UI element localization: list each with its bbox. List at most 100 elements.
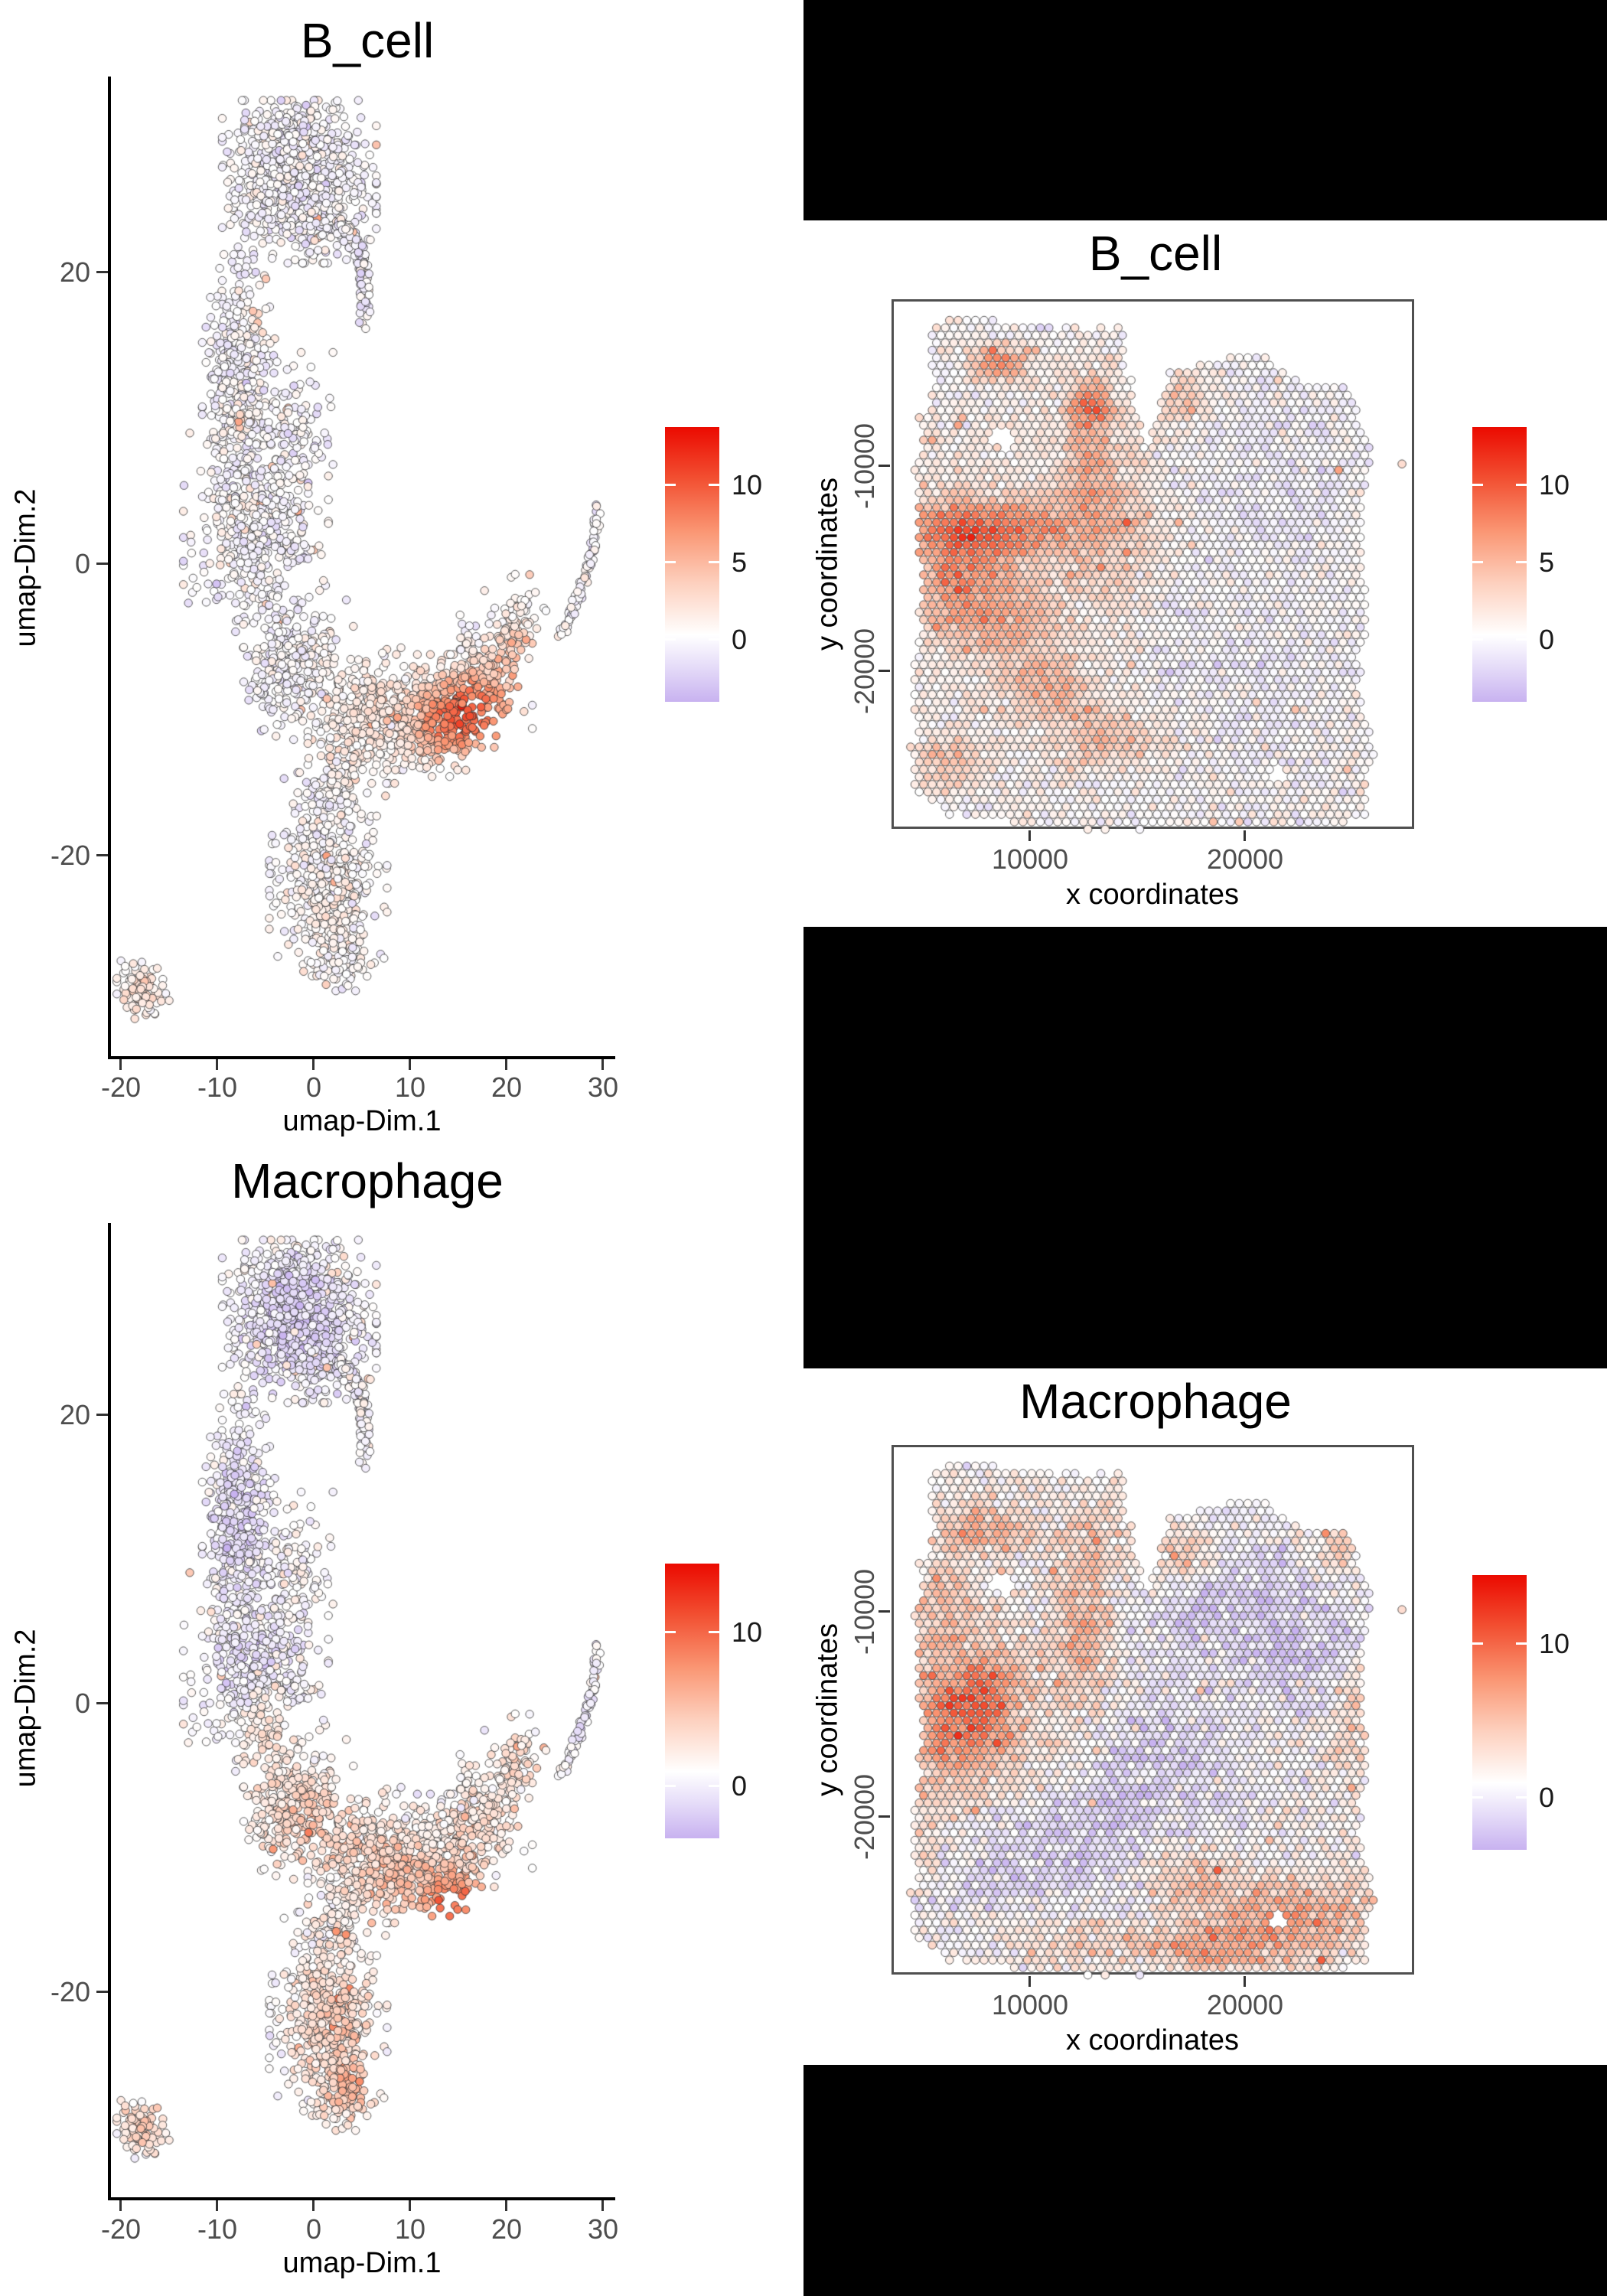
x-tick: [119, 2200, 122, 2211]
x-tick-label: 20000: [1206, 1989, 1284, 2020]
x-tick: [505, 1059, 507, 1070]
x-tick: [505, 2200, 507, 2211]
y-axis-line: [108, 77, 111, 1058]
x-tick-label: -20: [100, 1071, 142, 1103]
y-tick: [96, 271, 108, 273]
x-tick-label: 30: [587, 1071, 619, 1103]
colorbar-label: 0: [1539, 624, 1555, 655]
x-tick-label: -10: [197, 1071, 238, 1103]
colorbar-label: 0: [1539, 1782, 1555, 1813]
x-tick: [1028, 1976, 1031, 1987]
colorbar: [1472, 1575, 1527, 1850]
x-axis-title: umap-Dim.1: [282, 2247, 442, 2279]
colorbar-tick: [1472, 638, 1483, 641]
y-tick-label: 0: [74, 548, 90, 579]
colorbar-tick: [709, 1631, 719, 1633]
plot-title: B_cell: [1088, 226, 1223, 281]
colorbar-tick: [1472, 1642, 1483, 1645]
y-tick-label: -20: [50, 1976, 90, 2007]
plot-title: Macrophage: [231, 1153, 504, 1208]
x-tick: [601, 1059, 604, 1070]
x-axis-title: umap-Dim.1: [282, 1105, 442, 1137]
x-tick: [1244, 830, 1246, 841]
x-tick-label: -10: [197, 2213, 238, 2245]
x-tick-label: 20000: [1206, 843, 1284, 875]
x-tick-label: 10000: [991, 1989, 1069, 2020]
y-tick-label: -20000: [849, 1773, 880, 1861]
colorbar-tick: [665, 1631, 676, 1633]
colorbar-tick: [1516, 484, 1527, 486]
y-tick-label: 20: [59, 256, 90, 288]
x-tick: [312, 2200, 315, 2211]
y-tick-label: 20: [59, 1399, 90, 1430]
x-tick: [1028, 830, 1031, 841]
colorbar: [665, 1564, 719, 1838]
y-tick: [96, 563, 108, 565]
y-axis-title: y coordinates: [811, 1623, 844, 1797]
colorbar-tick: [709, 561, 719, 563]
colorbar-tick: [665, 484, 676, 486]
colorbar-tick: [665, 1785, 676, 1787]
y-tick-label: 0: [74, 1688, 90, 1719]
plot-title: Macrophage: [1019, 1374, 1292, 1429]
x-tick-label: 10000: [991, 843, 1069, 875]
x-tick: [312, 1059, 315, 1070]
y-tick-label: -10000: [849, 422, 880, 510]
colorbar-tick: [665, 638, 676, 641]
x-tick-label: 0: [305, 1071, 322, 1103]
x-axis-line: [108, 1056, 615, 1059]
colorbar-tick: [709, 638, 719, 641]
x-tick: [409, 2200, 411, 2211]
y-tick: [878, 465, 890, 467]
y-tick: [96, 1991, 108, 1993]
colorbar: [1472, 427, 1527, 702]
y-axis-line: [108, 1223, 111, 2200]
x-tick-label: 0: [305, 2213, 322, 2245]
colorbar-tick: [709, 484, 719, 486]
y-tick: [96, 1414, 108, 1416]
plot-title: B_cell: [300, 13, 435, 68]
y-tick: [96, 1702, 108, 1704]
x-tick-label: 20: [491, 1071, 523, 1103]
x-tick-label: 30: [587, 2213, 619, 2245]
x-tick: [409, 1059, 411, 1070]
x-tick: [601, 2200, 604, 2211]
colorbar: [665, 427, 719, 702]
colorbar-label: 0: [732, 1770, 748, 1802]
x-tick-label: 10: [394, 1071, 426, 1103]
x-axis-title: x coordinates: [1065, 2024, 1240, 2056]
colorbar-label: 0: [732, 624, 748, 655]
colorbar-label: 10: [1539, 469, 1570, 501]
y-tick-label: -10000: [849, 1568, 880, 1655]
colorbar-label: 5: [1539, 546, 1555, 578]
x-tick: [216, 1059, 218, 1070]
colorbar-tick: [665, 561, 676, 563]
y-axis-title: umap-Dim.2: [9, 488, 42, 647]
colorbar-tick: [1516, 1642, 1527, 1645]
y-tick: [96, 854, 108, 856]
colorbar-tick: [1516, 561, 1527, 563]
y-tick: [878, 1815, 890, 1818]
colorbar-tick: [1516, 1796, 1527, 1799]
x-axis-line: [108, 2197, 615, 2200]
y-tick-label: -20: [50, 840, 90, 871]
colorbar-label: 5: [732, 546, 748, 578]
colorbar-tick: [1472, 1796, 1483, 1799]
y-tick: [878, 1610, 890, 1613]
colorbar-label: 10: [732, 469, 763, 501]
x-axis-title: x coordinates: [1065, 879, 1240, 911]
y-axis-title: y coordinates: [811, 477, 844, 651]
colorbar-label: 10: [732, 1616, 763, 1648]
x-tick-label: 10: [394, 2213, 426, 2245]
y-tick: [878, 670, 890, 672]
x-tick-label: -20: [100, 2213, 142, 2245]
y-tick-label: -20000: [849, 628, 880, 715]
x-tick-label: 20: [491, 2213, 523, 2245]
colorbar-tick: [1516, 638, 1527, 641]
colorbar-tick: [1472, 561, 1483, 563]
colorbar-tick: [1472, 484, 1483, 486]
x-tick: [216, 2200, 218, 2211]
x-tick: [1244, 1976, 1246, 1987]
